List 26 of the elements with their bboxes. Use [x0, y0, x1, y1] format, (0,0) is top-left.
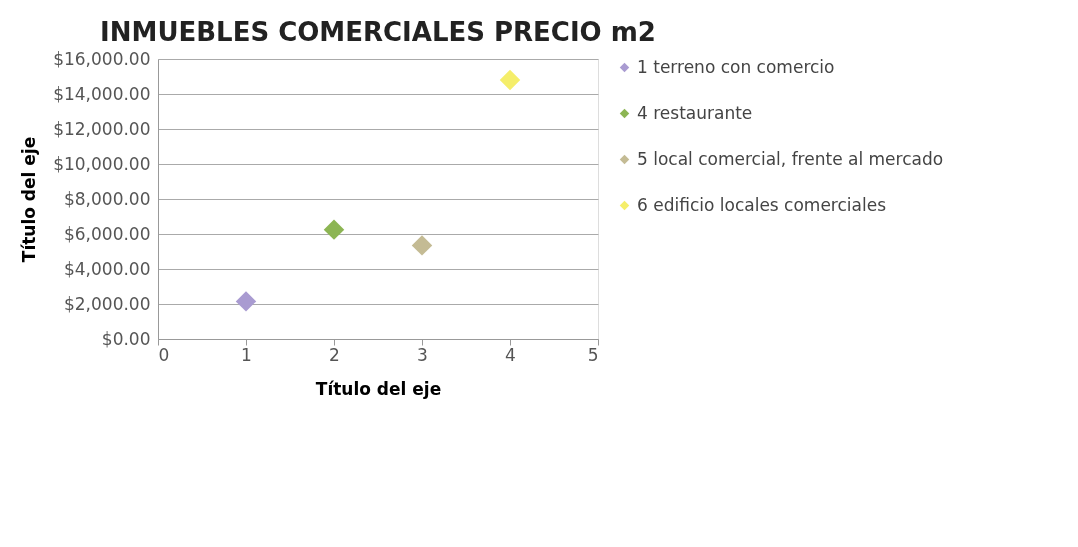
- legend-label: 5 local comercial, frente al mercado: [637, 148, 944, 169]
- x-tick-label: 0: [158, 344, 170, 365]
- point: [499, 69, 521, 91]
- x-tick-label: 1: [241, 344, 252, 365]
- legend-label: 1 terreno con comercio: [637, 56, 835, 77]
- legend-label: 4 restaurante: [637, 102, 753, 123]
- y-tick-label: $10,000.00: [53, 153, 151, 174]
- point: [323, 219, 345, 240]
- y-tick-label: $12,000.00: [53, 118, 151, 139]
- x-tick-label: 2: [329, 344, 340, 365]
- x-tick-label: 5: [587, 344, 599, 365]
- x-axis-title: Título del eje: [315, 378, 442, 399]
- y-tick-label: $2,000.00: [63, 293, 151, 314]
- y-tick-label: $14,000.00: [53, 83, 151, 104]
- y-tick-label: $0.00: [101, 328, 151, 349]
- x-tick-label: 4: [505, 344, 516, 365]
- legend-label: 6 edificio locales comerciales: [637, 194, 887, 215]
- y-tick-label: $8,000.00: [63, 188, 151, 209]
- y-tick-label: $16,000.00: [53, 48, 151, 69]
- chart-title: INMUEBLES COMERCIALES PRECIO m2: [100, 17, 656, 47]
- point: [235, 291, 257, 312]
- y-axis-title: Título del eje: [19, 136, 40, 263]
- y-tick-label: $4,000.00: [63, 258, 151, 279]
- x-tick-label: 3: [417, 344, 428, 365]
- y-tick-label: $6,000.00: [63, 223, 151, 244]
- point: [411, 235, 433, 256]
